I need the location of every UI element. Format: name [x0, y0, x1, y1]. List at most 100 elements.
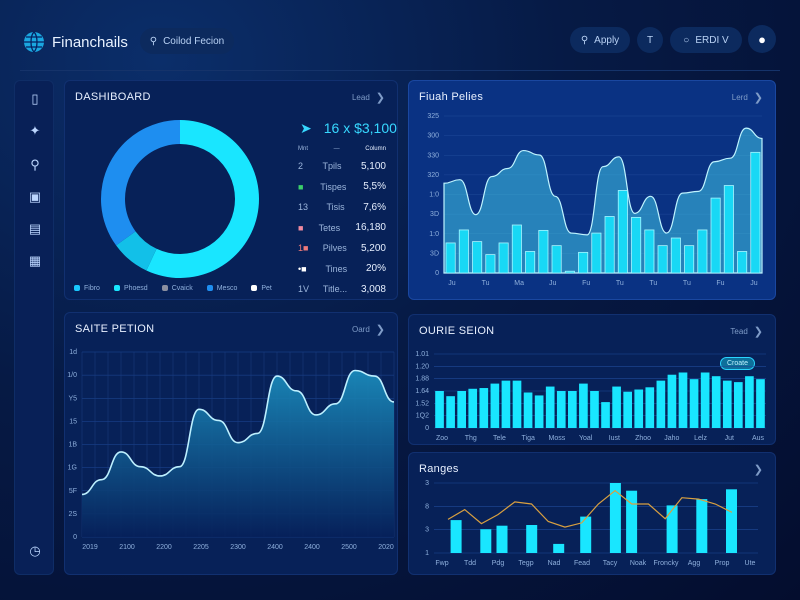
tablet-icon[interactable]: ▯ [31, 91, 39, 106]
bar [553, 543, 565, 553]
x-tick-label: Ju [549, 280, 557, 287]
table-row[interactable]: ■ Tispes 5,5% [298, 177, 386, 198]
bar [670, 237, 681, 274]
y-tick-label: 5F [69, 488, 77, 495]
y-tick-label: 15 [69, 418, 77, 425]
lightbulb-icon[interactable]: ⚲ [30, 157, 40, 172]
bar [525, 251, 536, 274]
chevron-right-icon: ❯ [753, 464, 763, 476]
table-cell: ■ [298, 222, 304, 233]
chevron-right-icon: ❯ [753, 326, 763, 338]
more-link[interactable]: Tead ❯ [730, 326, 763, 338]
y-tick-label: 3 [425, 527, 429, 534]
bar [496, 525, 508, 553]
table-row[interactable]: 1■ Pilves 5,200 [298, 238, 386, 259]
table-cell: Title... [322, 284, 348, 295]
x-tick-label: Aus [752, 435, 765, 442]
apply-button[interactable]: ⚲ Apply [570, 27, 630, 53]
more-link[interactable]: Lead ❯ [351, 92, 385, 104]
chip-icon[interactable]: ▣ [28, 189, 42, 204]
bar [511, 224, 522, 274]
bar [590, 391, 599, 428]
header-divider [20, 70, 780, 71]
table-cell: 2 [298, 161, 304, 172]
x-tick-label: Thg [465, 435, 477, 442]
x-tick-label: Tu [649, 280, 657, 287]
bar [737, 251, 748, 274]
app-name: Financhails [52, 33, 128, 51]
x-tick-label: Ma [514, 280, 524, 287]
bar-chart: 0 1Q2 1.52 1.64 1.88 1.20 1.01 Zoo Thg Tele Tiga Mo… [415, 351, 766, 442]
bar [631, 216, 642, 274]
y-tick-label: 1d [69, 349, 77, 356]
table-row[interactable]: 13 Tisis 7,6% [298, 197, 386, 218]
more-link[interactable]: ❯ [754, 463, 763, 476]
card-title: Fiuah Pelies [419, 91, 484, 103]
y-tick-label: 8 [425, 503, 429, 510]
globe-icon [24, 31, 44, 53]
search-input[interactable]: ⚲ Coilod Fecion [140, 28, 234, 54]
x-tick-label: Froncky [654, 560, 679, 567]
bar [545, 386, 555, 428]
app-logo[interactable]: Financhails [22, 30, 128, 54]
table-row[interactable]: ■ Tetes 16,180 [298, 218, 386, 239]
x-tick-label: 2300 [230, 544, 246, 551]
x-tick-label: Zhoo [635, 435, 651, 442]
avatar[interactable]: ● [748, 25, 776, 53]
bar-area-chart: 0 3D 1:0 3D 1:0 320 330 300 325 Ju Tu Ma Ju Fu Tu Tu Tu F… [427, 113, 763, 287]
card-title: SAITE PETION [75, 323, 155, 335]
table-cell: 5,100 [360, 160, 386, 172]
x-tick-label: Ju [448, 280, 456, 287]
area-chart: 0 2S 5F 1G 1B 15 Y5 1/0 1d 2019 2100 2200 2205 2300 24… [67, 349, 395, 551]
status-badge: Croate [719, 357, 755, 370]
y-tick-label: 320 [427, 172, 439, 179]
clock-icon[interactable]: ◷ [29, 543, 41, 558]
x-tick-label: Nad [548, 560, 561, 567]
table-row[interactable]: •■ Tines 20% [298, 259, 386, 280]
bar [485, 254, 496, 274]
line-series [447, 489, 733, 528]
x-tick-label: Jut [725, 435, 734, 442]
legend-item: Mesco [206, 285, 237, 292]
table-row[interactable]: 2 Tpils 5,100 [298, 156, 386, 177]
bar [700, 372, 710, 428]
bar [657, 245, 668, 274]
x-tick-label: Fwp [435, 560, 448, 567]
bar [501, 380, 511, 428]
x-tick-label: 2205 [193, 544, 209, 551]
table-cell: 3,008 [360, 283, 386, 295]
donut-slice [116, 231, 157, 271]
bar [623, 391, 632, 428]
table-cell: Tisis [326, 202, 345, 213]
arrow-icon: ➤ [300, 120, 312, 136]
y-tick-label: 0 [435, 270, 439, 277]
table-cell: ■ [298, 181, 304, 192]
sidebar: ▯ ✦ ⚲ ▣ ▤ ▦ ◷ [14, 80, 54, 575]
user-icon: ● [758, 31, 766, 47]
rocket-icon[interactable]: ✦ [29, 123, 41, 138]
grid-icon[interactable]: ▦ [28, 253, 42, 268]
line-series [81, 369, 395, 496]
y-tick-label: 1Q2 [416, 413, 429, 420]
bar [480, 529, 492, 553]
x-tick-label: Fu [716, 280, 724, 287]
user-menu-button[interactable]: ○ ERDI V [670, 27, 742, 53]
table-row[interactable]: 1V Title... 3,008 [298, 279, 386, 300]
y-tick-label: 2S [68, 511, 77, 518]
bar [723, 185, 734, 274]
t-button[interactable]: T [637, 27, 663, 53]
bar [734, 382, 743, 428]
donut-slice [146, 120, 259, 278]
table-cell: 1V [298, 284, 310, 295]
legend-item: Pet [251, 285, 272, 292]
bar [580, 516, 592, 553]
y-tick-label: 330 [427, 152, 439, 159]
table-cell: Tispes [320, 181, 347, 192]
more-link[interactable]: Lerd ❯ [731, 92, 763, 104]
bus-icon[interactable]: ▤ [28, 221, 42, 236]
table-cell: Tpils [322, 161, 342, 172]
y-tick-label: 1.88 [415, 376, 429, 383]
area-fill [82, 370, 394, 537]
more-link[interactable]: Oard ❯ [351, 324, 385, 336]
bar [711, 376, 721, 428]
